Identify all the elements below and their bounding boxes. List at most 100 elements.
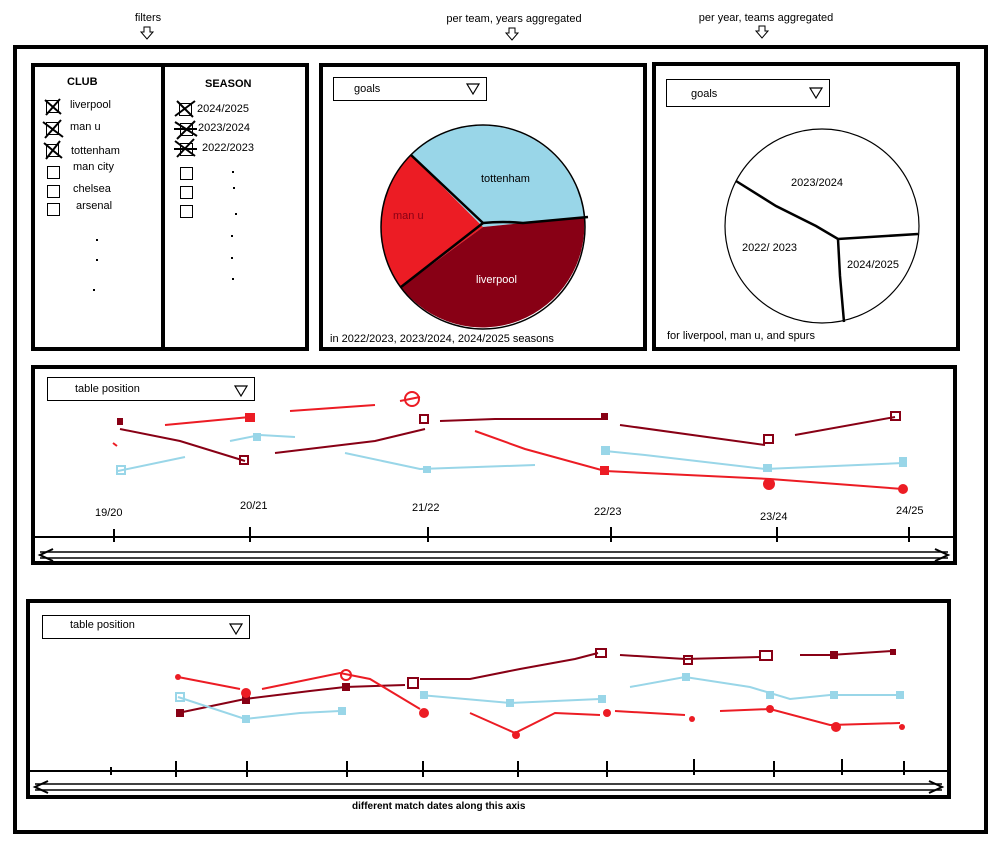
tick-label: 21/22 xyxy=(412,502,440,514)
marker-tottenham xyxy=(766,691,774,699)
marker-tottenham xyxy=(506,699,514,707)
tick-label: 24/25 xyxy=(896,505,924,517)
marker-tottenham xyxy=(420,691,428,699)
marker-liverpool xyxy=(342,683,350,691)
season-lines xyxy=(35,391,953,562)
marker-man-u xyxy=(241,688,251,698)
season-header: SEASON xyxy=(205,78,252,90)
filters-divider xyxy=(161,67,165,347)
season-checkbox-empty[interactable] xyxy=(180,205,193,218)
marker-man-u xyxy=(600,466,609,475)
marker-man-u xyxy=(603,709,611,717)
marker-tottenham xyxy=(682,673,690,681)
pie-slice-tottenham xyxy=(411,125,584,227)
more-items-dot xyxy=(93,289,95,291)
club-label-man-city: man city xyxy=(73,161,114,173)
club-label-man-u: man u xyxy=(70,121,101,133)
club-checkbox-arsenal[interactable] xyxy=(47,203,60,216)
down-arrow-icon xyxy=(139,26,155,40)
dashboard-frame xyxy=(13,45,988,834)
more-items-dot xyxy=(231,257,233,259)
marker-tottenham xyxy=(423,466,431,473)
series-tottenham xyxy=(117,433,904,472)
club-label-arsenal: arsenal xyxy=(76,200,113,212)
marker-liverpool xyxy=(239,455,249,465)
series-man-u xyxy=(112,396,904,490)
caret-down-icon xyxy=(465,83,481,96)
horizontal-scroll-arrow[interactable] xyxy=(37,548,951,562)
pie-year-caption: for liverpool, man u, and spurs xyxy=(667,330,815,342)
filters-panel: CLUB SEASON liverpool man u tottenham ma… xyxy=(31,63,309,351)
pie-label-2023-2024: 2023/2024 xyxy=(791,177,843,189)
marker-liverpool xyxy=(242,696,250,704)
pie-per-year-panel: goals 2023/2024 2022/ 2023 2024/2025 for… xyxy=(652,62,960,351)
tick-label: 23/24 xyxy=(760,511,788,523)
position-dropdown[interactable]: table position xyxy=(42,615,250,639)
match-line-chart-panel: table position xyxy=(26,599,951,799)
pie-label-man-u: man u xyxy=(393,210,424,222)
club-label-chelsea: chelsea xyxy=(73,183,111,195)
marker-liverpool xyxy=(117,418,123,425)
marker-liverpool xyxy=(683,655,693,665)
club-checkbox-chelsea[interactable] xyxy=(47,185,60,198)
marker-liverpool xyxy=(601,413,608,420)
pie-slice-liverpool xyxy=(401,217,585,328)
horizontal-scroll-arrow[interactable] xyxy=(32,780,945,794)
caret-down-icon xyxy=(228,623,244,636)
season-checkbox-empty[interactable] xyxy=(180,167,193,180)
pie-slice-man-u xyxy=(381,155,483,287)
pie-label-2024-2025: 2024/2025 xyxy=(847,259,899,271)
marker-man-u xyxy=(340,669,352,681)
season-label-2022-2023: 2022/2023 xyxy=(202,142,254,154)
club-label-tottenham: tottenham xyxy=(71,145,120,157)
metric-dropdown[interactable]: goals xyxy=(333,77,487,101)
marker-tottenham xyxy=(116,465,126,475)
series-liverpool xyxy=(177,650,893,714)
marker-man-u xyxy=(766,705,774,713)
more-items-dot xyxy=(232,171,234,173)
dropdown-value: table position xyxy=(75,383,140,395)
marker-man-u xyxy=(899,724,905,730)
dropdown-value: table position xyxy=(70,619,135,631)
marker-tottenham xyxy=(763,464,772,472)
series-man-u xyxy=(177,671,901,735)
marker-man-u xyxy=(689,716,695,722)
marker-tottenham xyxy=(598,695,606,703)
club-header: CLUB xyxy=(67,76,98,88)
marker-liverpool xyxy=(890,649,896,655)
dropdown-value: goals xyxy=(354,83,381,95)
club-checkbox-man-city[interactable] xyxy=(47,166,60,179)
checkmark-x-icon xyxy=(174,120,198,140)
position-dropdown[interactable]: table position xyxy=(47,377,255,401)
pie-team-caption: in 2022/2023, 2023/2024, 2024/2025 seaso… xyxy=(330,333,554,345)
more-items-dot xyxy=(96,259,98,261)
checkmark-x-icon xyxy=(43,140,63,160)
year-pie-chart xyxy=(724,128,920,324)
filters-annotation: filters xyxy=(134,12,162,24)
match-axis-caption: different match dates along this axis xyxy=(352,801,526,812)
more-items-dot xyxy=(232,278,234,280)
down-arrow-icon xyxy=(754,25,770,39)
checkmark-x-icon xyxy=(174,138,197,158)
metric-dropdown[interactable]: goals xyxy=(666,79,830,107)
marker-liverpool xyxy=(419,414,429,424)
marker-man-u xyxy=(175,674,181,680)
tick-label: 22/23 xyxy=(594,506,622,518)
caret-down-icon xyxy=(808,87,824,100)
season-checkbox-empty[interactable] xyxy=(180,186,193,199)
marker-liverpool xyxy=(176,709,184,717)
checkmark-x-icon xyxy=(44,98,62,116)
tick-label: 20/21 xyxy=(240,500,268,512)
down-arrow-icon xyxy=(504,27,520,41)
marker-liverpool xyxy=(890,411,901,421)
marker-man-u xyxy=(763,478,775,490)
marker-liverpool xyxy=(595,648,607,658)
marker-man-u xyxy=(831,722,841,732)
pie-label-liverpool: liverpool xyxy=(476,274,517,286)
club-label-liverpool: liverpool xyxy=(70,99,111,111)
pie-label-2022-2023: 2022/ 2023 xyxy=(742,242,798,254)
marker-man-u xyxy=(245,413,255,422)
marker-liverpool xyxy=(830,651,838,659)
marker-tottenham xyxy=(338,707,346,715)
marker-tottenham xyxy=(175,692,185,702)
